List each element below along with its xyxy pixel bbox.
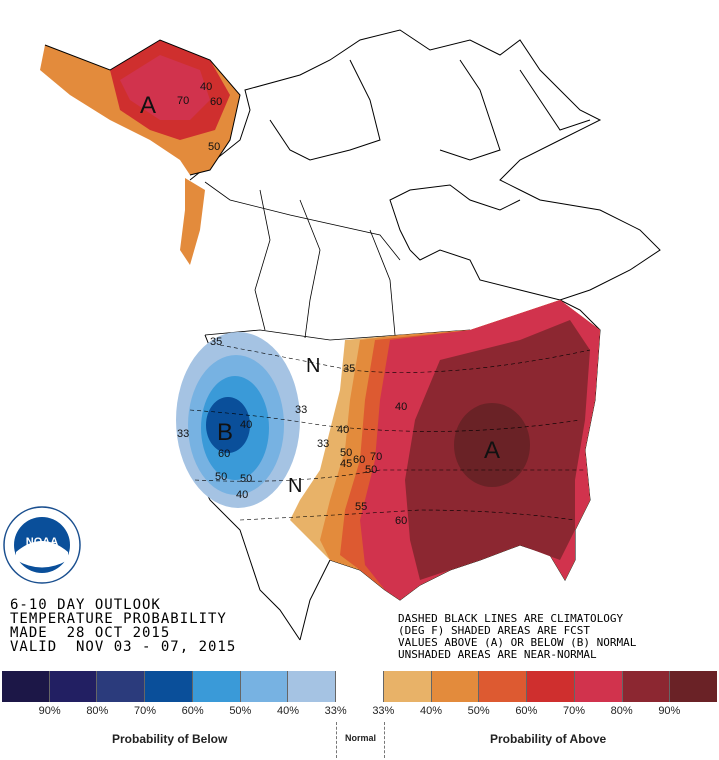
- noaa-logo-text: NOAA: [26, 536, 58, 548]
- svg-text:40: 40: [240, 419, 252, 431]
- map-labels: A A B N N 70 60 40 50 35 33 40 50 60 33 …: [140, 81, 500, 527]
- legend-swatch: [49, 671, 98, 702]
- svg-text:50: 50: [340, 447, 352, 459]
- svg-text:35: 35: [210, 336, 222, 348]
- normal-caption: Normal: [345, 733, 377, 743]
- legend-swatch: [383, 671, 432, 702]
- note-line4: UNSHADED AREAS ARE NEAR-NORMAL: [398, 648, 597, 661]
- normal-divider-right: [384, 722, 385, 758]
- normal-letter: N: [306, 355, 320, 377]
- legend-swatch: [431, 671, 480, 702]
- svg-text:70: 70: [177, 95, 189, 107]
- below-caption: Probability of Below: [112, 732, 228, 746]
- title-line1: 6-10 DAY OUTLOOK: [10, 597, 161, 613]
- svg-text:60: 60: [353, 454, 365, 466]
- legend-swatch: [240, 671, 289, 702]
- legend-tick-label: 33%: [372, 705, 395, 717]
- legend-swatch: [336, 671, 384, 702]
- legend-swatch: [622, 671, 671, 702]
- svg-text:33: 33: [177, 428, 189, 440]
- above-region: [290, 300, 600, 600]
- legend-tick-label: 60%: [515, 705, 538, 717]
- legend-tick-label: 90%: [38, 705, 61, 717]
- legend-swatch: [2, 671, 50, 702]
- svg-text:60: 60: [395, 515, 407, 527]
- svg-text:50: 50: [208, 141, 220, 153]
- svg-text:55: 55: [355, 501, 367, 513]
- svg-text:50: 50: [365, 464, 377, 476]
- legend-swatch: [192, 671, 241, 702]
- legend-note: DASHED BLACK LINES ARE CLIMATOLOGY (DEG F…: [396, 612, 639, 662]
- legend-swatch: [145, 671, 193, 702]
- legend-tick-label: 40%: [276, 705, 300, 717]
- svg-text:70: 70: [370, 451, 382, 463]
- title-line2: TEMPERATURE PROBABILITY: [10, 611, 227, 627]
- svg-text:50: 50: [215, 471, 227, 483]
- above-caption: Probability of Above: [490, 732, 607, 746]
- legend-tick-label: 40%: [419, 705, 443, 717]
- svg-text:40: 40: [200, 81, 212, 93]
- normal-letter-2: N: [288, 475, 302, 497]
- svg-text:33: 33: [295, 404, 307, 416]
- below-letter: B: [217, 419, 233, 446]
- note-line1: DASHED BLACK LINES ARE CLIMATOLOGY: [398, 612, 624, 625]
- above-letter: A: [484, 437, 500, 464]
- svg-text:40: 40: [337, 424, 349, 436]
- legend-swatch: [670, 671, 718, 702]
- noaa-logo: NOAA: [3, 506, 81, 584]
- legend-swatch: [479, 671, 528, 702]
- legend-tick-label: 80%: [86, 705, 109, 717]
- above-letter-alaska: A: [140, 92, 156, 119]
- note-line2: (DEG F) SHADED AREAS ARE FCST: [398, 624, 591, 637]
- alaska-region: [40, 39, 241, 265]
- legend-tick-label: 70%: [133, 705, 157, 717]
- legend-tick-label: 33%: [324, 705, 347, 717]
- outlook-title: 6-10 DAY OUTLOOK TEMPERATURE PROBABILITY M…: [10, 598, 236, 654]
- legend-tick-label: 80%: [610, 705, 633, 717]
- legend-swatch: [97, 671, 146, 702]
- legend-tick-label: 50%: [229, 705, 252, 717]
- legend-tick-label: 90%: [658, 705, 681, 717]
- svg-text:40: 40: [395, 401, 407, 413]
- legend-ticks: 90% 80% 70% 60% 50% 40% 33% 33% 40% 50% 60% 70% 80% 9…: [2, 705, 717, 721]
- borders: [204, 181, 471, 341]
- legend-tick-label: 60%: [181, 705, 204, 717]
- legend-tick-label: 70%: [562, 705, 586, 717]
- svg-text:33: 33: [317, 438, 329, 450]
- climatology-lines: [189, 344, 591, 521]
- below-region: [176, 332, 300, 508]
- svg-text:60: 60: [218, 448, 230, 460]
- legend-tick-label: 50%: [467, 705, 490, 717]
- svg-text:45: 45: [340, 458, 352, 470]
- normal-divider-left: [336, 722, 337, 758]
- svg-text:60: 60: [210, 96, 222, 108]
- title-line4: VALID NOV 03 - 07, 2015: [10, 639, 237, 655]
- svg-text:50: 50: [240, 473, 252, 485]
- title-line3: MADE 28 OCT 2015: [10, 625, 171, 641]
- outlook-map: A A B N N 70 60 40 50 35 33 40 50 60 33 …: [3, 29, 661, 641]
- svg-text:40: 40: [236, 489, 248, 501]
- legend-swatch: [288, 671, 337, 702]
- svg-text:35: 35: [343, 363, 355, 375]
- legend-swatch: [574, 671, 623, 702]
- legend-swatch: [527, 671, 575, 702]
- note-line3: VALUES ABOVE (A) OR BELOW (B) NORMAL: [398, 636, 637, 649]
- color-legend-bar: [2, 671, 718, 702]
